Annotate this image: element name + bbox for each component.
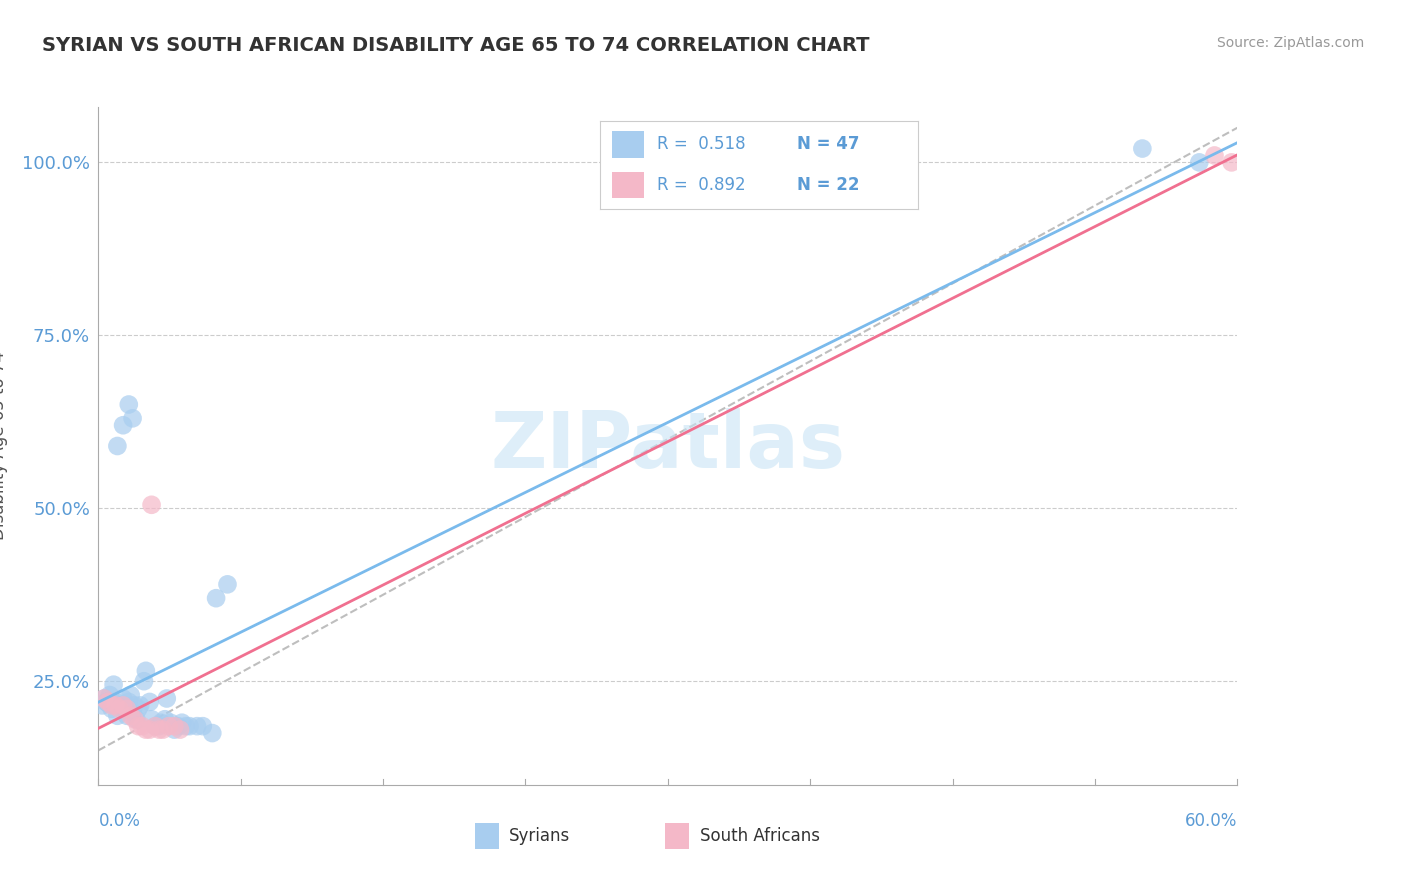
Point	[153, 712, 176, 726]
Point	[103, 678, 125, 692]
Point	[163, 719, 186, 733]
Text: 0.0%: 0.0%	[98, 812, 141, 830]
Point	[145, 719, 167, 733]
Point	[118, 695, 141, 709]
Point	[148, 719, 170, 733]
Point	[135, 723, 157, 737]
Point	[108, 698, 131, 713]
Point	[152, 723, 174, 737]
Point	[93, 691, 115, 706]
Text: ZIPatlas: ZIPatlas	[491, 408, 845, 484]
Point	[94, 695, 117, 709]
Point	[141, 712, 163, 726]
Point	[127, 702, 149, 716]
Point	[97, 695, 120, 709]
Point	[179, 719, 201, 733]
Point	[201, 726, 224, 740]
Point	[169, 723, 191, 737]
Text: 60.0%: 60.0%	[1185, 812, 1237, 830]
Y-axis label: Disability Age 65 to 74: Disability Age 65 to 74	[0, 351, 8, 541]
Point	[124, 698, 146, 713]
Point	[163, 723, 186, 737]
Point	[115, 708, 138, 723]
Point	[129, 698, 152, 713]
Point	[104, 698, 127, 713]
Point	[93, 691, 115, 706]
Point	[205, 591, 228, 606]
Point	[120, 708, 142, 723]
Point	[156, 691, 179, 706]
Point	[150, 715, 173, 730]
Point	[186, 719, 208, 733]
Point	[135, 664, 157, 678]
Point	[148, 723, 170, 737]
Point	[118, 397, 141, 411]
Point	[157, 719, 180, 733]
Point	[141, 498, 163, 512]
Point	[112, 418, 135, 433]
Point	[127, 719, 149, 733]
Point	[107, 439, 129, 453]
Text: SYRIAN VS SOUTH AFRICAN DISABILITY AGE 65 TO 74 CORRELATION CHART: SYRIAN VS SOUTH AFRICAN DISABILITY AGE 6…	[42, 36, 870, 54]
Point	[100, 698, 122, 713]
Point	[112, 698, 135, 713]
Point	[104, 695, 127, 709]
Point	[145, 719, 167, 733]
Point	[131, 719, 153, 733]
Point	[174, 719, 197, 733]
Point	[114, 702, 136, 716]
Point	[120, 688, 142, 702]
Point	[217, 577, 239, 591]
Point	[125, 712, 148, 726]
Point	[100, 702, 122, 716]
Point	[91, 698, 114, 713]
Point	[98, 688, 121, 702]
Point	[112, 691, 135, 706]
Text: Source: ZipAtlas.com: Source: ZipAtlas.com	[1216, 36, 1364, 50]
Point	[191, 719, 214, 733]
Point	[138, 695, 160, 709]
Point	[97, 696, 120, 710]
Point	[107, 708, 129, 723]
Point	[170, 715, 193, 730]
Point	[132, 674, 155, 689]
Point	[138, 723, 160, 737]
Point	[121, 706, 143, 720]
Point	[1188, 155, 1211, 169]
Point	[108, 702, 131, 716]
Point	[1132, 142, 1154, 156]
Point	[115, 702, 138, 716]
Point	[121, 411, 143, 425]
Point	[1204, 148, 1226, 162]
Point	[110, 698, 132, 713]
Point	[167, 719, 190, 733]
Point	[124, 712, 146, 726]
Point	[159, 715, 181, 730]
Point	[1220, 155, 1243, 169]
